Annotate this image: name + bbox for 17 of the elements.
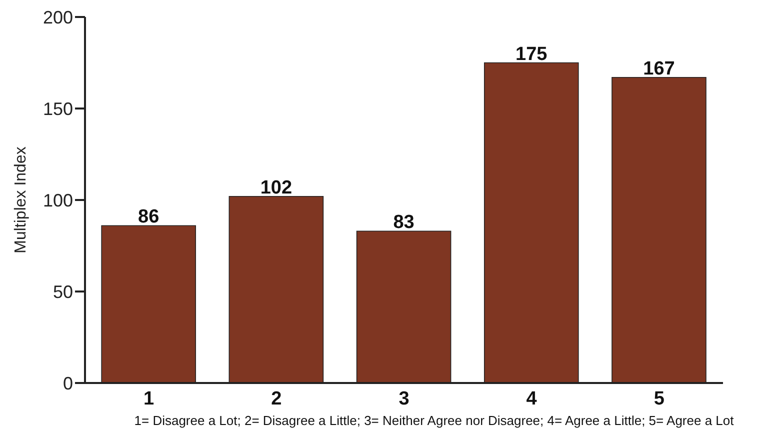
y-tick-label: 100	[42, 190, 73, 210]
data-label: 175	[516, 44, 548, 65]
x-tick-label: 5	[654, 388, 665, 410]
x-tick-label: 2	[271, 388, 282, 410]
x-tick-label: 3	[398, 388, 410, 410]
data-label: 83	[393, 212, 414, 234]
y-tick-label: 200	[42, 7, 73, 28]
data-label: 86	[138, 206, 160, 228]
data-label: 167	[643, 58, 675, 80]
x-axis-title: 1= Disagree a Lot; 2= Disagree a Little; 3= Neither Agree nor Disagree; 4= Agree a Little; 5= Agree a Lot	[133, 413, 735, 429]
y-tick-label: 0	[62, 373, 73, 394]
y-tick-label: 150	[42, 98, 73, 119]
x-tick-label: 4	[526, 388, 538, 410]
y-tick-label: 50	[52, 282, 73, 302]
y-axis-title: Multiplex Index	[12, 146, 30, 254]
x-tick-label: 1	[144, 388, 155, 410]
data-label: 102	[260, 177, 292, 198]
